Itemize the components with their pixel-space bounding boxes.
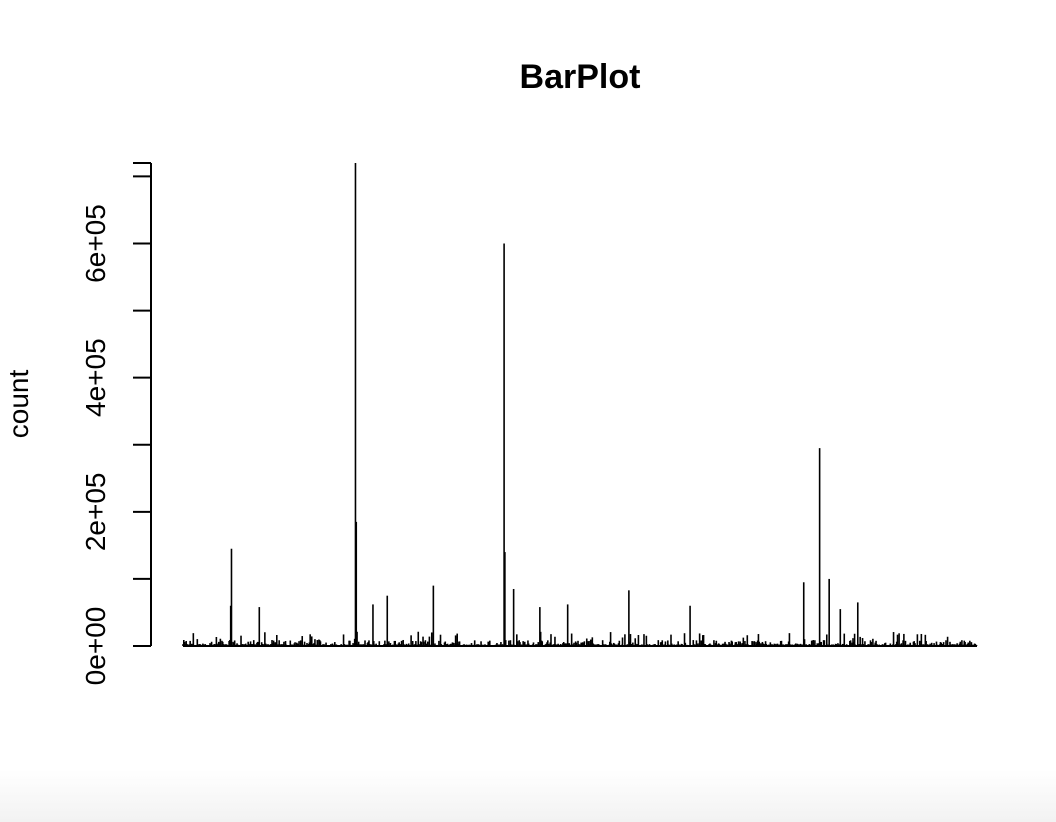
y-tick-label: 0e+00 [80,607,111,686]
y-tick-label: 6e+05 [80,204,111,283]
y-axis-label: count [3,370,34,439]
bars [182,163,978,647]
chart-title: BarPlot [520,58,641,96]
bar-plot: BarPlot count 0e+00 2e+05 4e+05 6e+05 [3,58,978,686]
y-tick-label: 4e+05 [80,338,111,417]
bottom-band [0,770,1056,822]
y-axis: 0e+00 2e+05 4e+05 6e+05 [80,162,152,686]
y-tick-label: 2e+05 [80,473,111,552]
